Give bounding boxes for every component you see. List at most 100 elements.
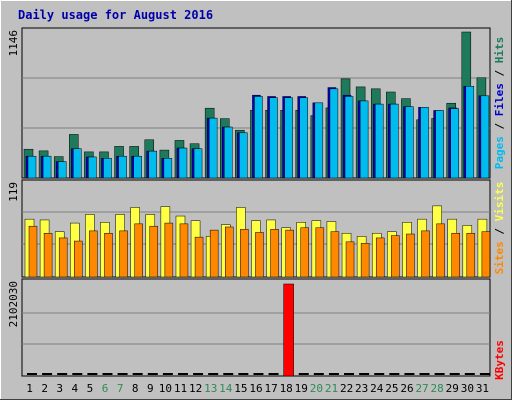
day-label: 23: [355, 382, 368, 395]
kbytes-bars: [27, 283, 490, 377]
sites-bar: [104, 232, 113, 278]
kbytes-ylabel: KBytes: [493, 340, 506, 380]
day-label: 8: [132, 382, 139, 395]
day-label: 9: [147, 382, 154, 395]
sites-bar: [149, 225, 159, 278]
pages-bar: [359, 100, 369, 179]
pages-bar: [178, 147, 188, 179]
sites-bar: [225, 226, 234, 278]
pages-bar: [405, 106, 414, 179]
day-label: 30: [461, 382, 474, 395]
kbytes-ymax-label: 2102030: [7, 281, 20, 327]
pages-bar: [450, 108, 459, 179]
ylabel-part: /: [493, 116, 506, 136]
day-label: 5: [87, 382, 94, 395]
pages-bar: [148, 150, 158, 179]
kbytes-plot-area: [21, 278, 491, 377]
day-label: 13: [204, 382, 217, 395]
pages-bar: [374, 103, 384, 179]
sites-bar: [43, 232, 53, 278]
pages-bar: [224, 126, 233, 179]
pages-bar: [435, 110, 444, 179]
pages-bar: [73, 148, 82, 179]
day-label: 10: [159, 382, 172, 395]
ylabel-part: Files: [493, 83, 506, 116]
sites-bar: [466, 232, 476, 278]
pages-bar: [420, 107, 429, 179]
sites-bar: [315, 227, 325, 278]
pages-bar: [163, 158, 173, 179]
visits-bars: [24, 205, 491, 278]
sites-bar: [179, 223, 189, 278]
day-label: 20: [310, 382, 323, 395]
pages-bar: [344, 96, 354, 179]
sites-bar: [436, 223, 445, 278]
sites-bar: [406, 233, 415, 278]
sites-bar: [58, 237, 68, 278]
pages-bar: [465, 86, 475, 179]
pages-bar: [254, 96, 263, 179]
day-labels: 1 2 3 4 5 6 7 8 9 10 11 12 13 14 15 16 17 18 19 20 21 22 23 24 2…: [26, 382, 489, 395]
day-label: 17: [264, 382, 277, 395]
ylabel-part: Pages: [493, 136, 506, 169]
chart-title: Daily usage for August 2016: [18, 8, 213, 22]
pages-bar: [103, 158, 112, 179]
day-label: 22: [340, 382, 353, 395]
day-label: 25: [385, 382, 398, 395]
hits-ylabel: Pages / Files / Hits: [493, 37, 506, 170]
sites-bar: [89, 230, 98, 278]
sites-bar: [240, 229, 249, 278]
sites-bar: [481, 231, 491, 278]
pages-bar: [480, 95, 490, 179]
day-label: 2: [41, 382, 48, 395]
sites-bar: [421, 230, 430, 278]
pages-bar: [57, 161, 67, 179]
day-label: 4: [72, 382, 79, 395]
visits-ylabel: Sites / Visits: [493, 182, 506, 275]
day-label: 15: [234, 382, 247, 395]
pages-bar: [118, 155, 127, 179]
sites-bar: [74, 240, 83, 278]
pages-bar: [329, 88, 339, 179]
ylabel-part: /: [493, 63, 506, 83]
visits-panel: 119 Sites / Visits: [7, 179, 506, 278]
day-label: 18: [280, 382, 293, 395]
hits-panel: 1146 Pages / Files / Hits: [7, 27, 506, 179]
pages-bar: [88, 156, 97, 179]
day-label: 12: [189, 382, 202, 395]
day-label: 28: [431, 382, 444, 395]
ylabel-part: Visits: [493, 182, 506, 222]
day-label: 11: [174, 382, 187, 395]
sites-bar: [119, 230, 128, 278]
sites-bar: [285, 229, 294, 278]
sites-bar: [375, 237, 385, 278]
ylabel-part: Hits: [493, 37, 506, 64]
sites-bar: [451, 232, 460, 278]
pages-bar: [27, 155, 37, 179]
day-label: 3: [56, 382, 63, 395]
pages-bar: [208, 117, 218, 179]
day-label: 21: [325, 382, 338, 395]
day-label: 31: [476, 382, 489, 395]
ylabel-part: Sites: [493, 241, 506, 274]
pages-bar: [284, 97, 293, 179]
hits-ymax-label: 1146: [7, 30, 20, 57]
day-label: 29: [446, 382, 459, 395]
day-label: 19: [295, 382, 308, 395]
hits-bars: [23, 31, 490, 179]
ylabel-part: /: [493, 221, 506, 241]
day-label: 7: [117, 382, 124, 395]
sites-bar: [255, 232, 264, 278]
sites-bar: [360, 243, 370, 278]
sites-bar: [209, 229, 219, 278]
visits-ymax-label: 119: [7, 182, 20, 202]
sites-bar: [300, 227, 309, 278]
day-label: 1: [26, 382, 33, 395]
sites-bar: [270, 229, 279, 278]
pages-bar: [269, 97, 278, 179]
pages-bar: [390, 103, 399, 179]
day-label: 6: [102, 382, 109, 395]
sites-bar: [134, 223, 143, 278]
pages-bar: [299, 97, 308, 179]
